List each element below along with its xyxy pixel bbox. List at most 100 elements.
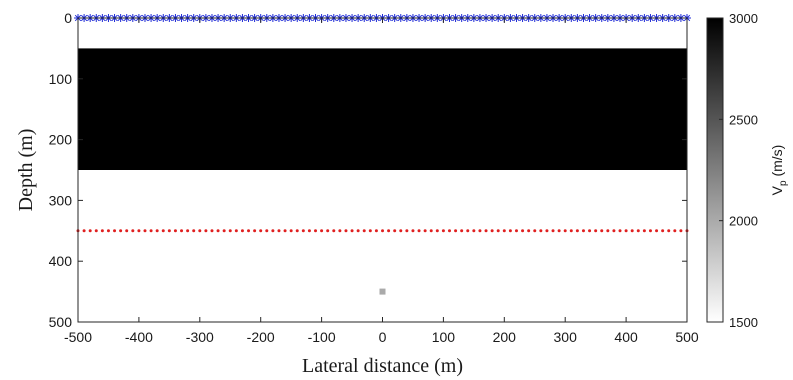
colorbar-title-unit: (m/s) — [769, 145, 785, 181]
receiver-point — [228, 229, 232, 233]
colorbar-title-subscript: p — [778, 180, 789, 186]
receiver-point — [234, 229, 238, 233]
colorbar-ramp — [706, 17, 724, 323]
x-tick-label: -300 — [186, 329, 214, 345]
receiver-point — [381, 229, 384, 233]
receiver-point — [447, 229, 451, 233]
receiver-point — [429, 229, 433, 233]
receiver-point — [173, 229, 177, 233]
receiver-point — [600, 229, 604, 233]
receiver-point — [569, 229, 573, 233]
receiver-point — [533, 229, 537, 233]
colorbar-title-main: V — [769, 185, 785, 195]
receiver-point — [94, 229, 98, 233]
receiver-point — [198, 229, 202, 233]
receiver-point — [679, 229, 683, 233]
colorbar: 1500 2000 2500 3000 — [706, 11, 758, 330]
receiver-point — [435, 229, 439, 233]
x-tick-label: 300 — [554, 329, 578, 345]
receiver-point — [88, 229, 92, 233]
receiver-point — [521, 229, 525, 233]
receiver-point — [307, 229, 311, 233]
receiver-point — [192, 229, 196, 233]
x-axis-title: Lateral distance (m) — [302, 355, 463, 377]
x-tick-label: 500 — [675, 329, 699, 345]
receiver-point — [612, 229, 616, 233]
receiver-point — [350, 229, 354, 233]
receiver-point — [636, 229, 640, 233]
receiver-point — [210, 229, 214, 233]
receiver-point — [472, 229, 476, 233]
receiver-point — [411, 229, 415, 233]
receiver-point — [289, 229, 293, 233]
receiver-point — [393, 229, 397, 233]
x-axis: -500 -400 -300 -200 -100 0 100 200 300 400 500 — [64, 18, 699, 345]
receiver-point — [539, 229, 543, 233]
x-tick-label: 200 — [493, 329, 517, 345]
receiver-point — [356, 229, 360, 233]
receiver-point — [417, 229, 421, 233]
y-tick-label: 500 — [49, 314, 73, 330]
receiver-point — [82, 229, 86, 233]
receiver-point — [155, 229, 159, 233]
receiver-point — [514, 229, 518, 233]
receiver-point — [594, 229, 598, 233]
high-velocity-layer — [78, 48, 687, 170]
receiver-point — [667, 229, 671, 233]
receiver-point — [374, 229, 378, 233]
receiver-point — [326, 229, 330, 233]
receiver-point — [581, 229, 585, 233]
receiver-point — [283, 229, 287, 233]
receiver-point — [648, 229, 652, 233]
receiver-point — [143, 229, 147, 233]
receiver-point — [673, 229, 677, 233]
receiver-point — [563, 229, 567, 233]
colorbar-tick-label: 2000 — [729, 214, 758, 229]
receiver-point — [180, 229, 184, 233]
receiver-point — [575, 229, 579, 233]
receiver-point — [320, 229, 324, 233]
receiver-point — [137, 229, 141, 233]
x-tick-label: 0 — [379, 329, 387, 345]
receiver-point — [618, 229, 622, 233]
velocity-anomaly — [379, 288, 386, 295]
receiver-point — [277, 229, 281, 233]
receiver-point — [368, 229, 372, 233]
receiver-point — [100, 229, 104, 233]
receiver-point — [338, 229, 342, 233]
receiver-point — [399, 229, 403, 233]
colorbar-title: Vp (m/s) — [769, 145, 789, 196]
receiver-point — [466, 229, 470, 233]
x-tick-label: 400 — [614, 329, 638, 345]
colorbar-tick-label: 2500 — [729, 112, 758, 127]
receiver-point — [405, 229, 409, 233]
receiver-point — [545, 229, 549, 233]
colorbar-tick-label: 1500 — [729, 315, 758, 330]
receiver-point — [362, 229, 366, 233]
receiver-point — [630, 229, 634, 233]
receiver-point — [167, 229, 171, 233]
receiver-point — [106, 229, 110, 233]
receiver-point — [131, 229, 135, 233]
receiver-point — [332, 229, 336, 233]
receiver-point — [271, 229, 275, 233]
receiver-point — [490, 229, 494, 233]
y-tick-label: 200 — [49, 132, 73, 148]
receiver-point — [508, 229, 512, 233]
receiver-point — [204, 229, 208, 233]
receiver-point — [301, 229, 305, 233]
receiver-point — [454, 229, 458, 233]
receiver-point — [125, 229, 129, 233]
receiver-point — [588, 229, 592, 233]
receiver-point — [551, 229, 555, 233]
receiver-point — [161, 229, 165, 233]
receiver-point — [216, 229, 220, 233]
receiver-point — [247, 229, 251, 233]
x-tick-label: -100 — [308, 329, 336, 345]
receiver-point — [502, 229, 506, 233]
receiver-point — [460, 229, 464, 233]
receiver-point — [606, 229, 610, 233]
receiver-point — [240, 229, 244, 233]
colorbar-tick-label: 3000 — [729, 11, 758, 26]
